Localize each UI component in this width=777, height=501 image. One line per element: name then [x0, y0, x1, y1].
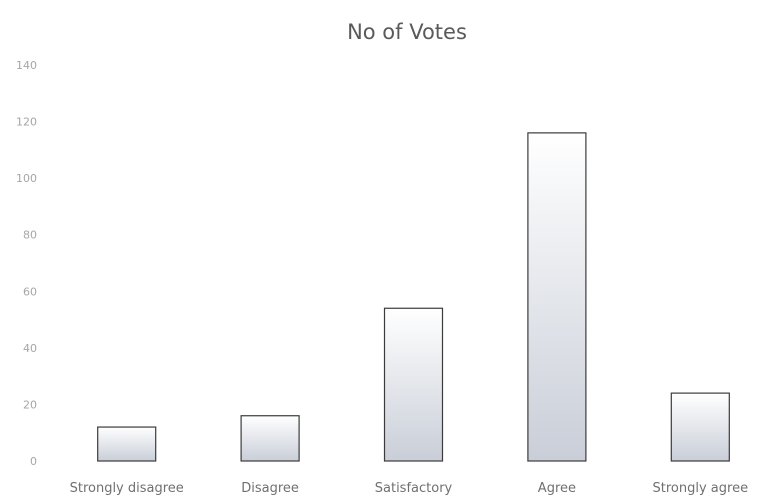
category-label: Agree	[538, 481, 576, 496]
chart-title: No of Votes	[347, 20, 467, 44]
y-tick-label: 20	[23, 398, 37, 411]
category-label: Disagree	[241, 481, 299, 496]
bars	[97, 132, 730, 462]
y-tick-label: 60	[23, 285, 37, 298]
y-tick-label: 140	[16, 59, 37, 72]
category-label: Strongly agree	[653, 481, 749, 496]
y-tick-label: 0	[30, 455, 37, 468]
y-tick-label: 40	[23, 342, 37, 355]
y-axis-labels: 0 20 40 60 80 100 120 140	[16, 59, 37, 468]
bar	[527, 132, 587, 462]
bar	[383, 307, 444, 462]
y-tick-label: 80	[23, 229, 37, 242]
bar	[97, 426, 157, 462]
y-tick-label: 100	[16, 172, 37, 185]
category-label: Strongly disagree	[70, 481, 184, 496]
x-axis-labels: Strongly disagree Disagree Satisfactory Agr…	[70, 481, 748, 496]
category-label: Satisfactory	[375, 481, 453, 496]
y-tick-label: 120	[16, 116, 37, 129]
bar	[240, 415, 300, 462]
bar	[670, 392, 730, 462]
